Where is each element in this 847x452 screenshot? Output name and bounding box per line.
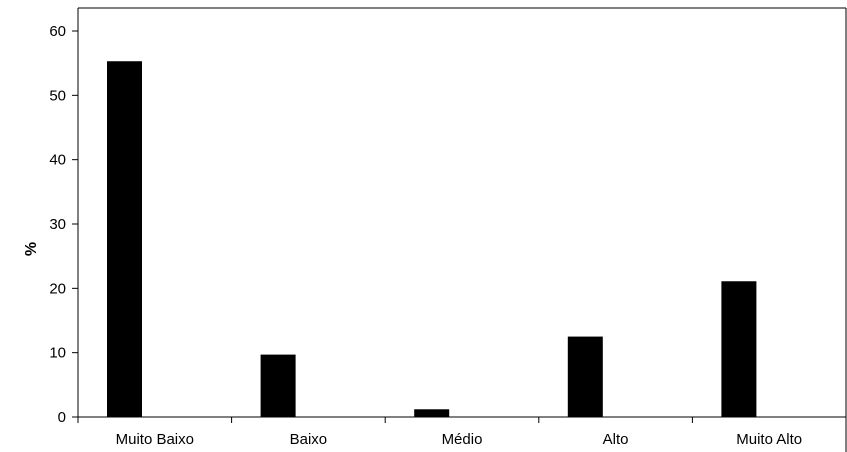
y-tick-label: 10 (49, 345, 66, 362)
bar-4 (567, 336, 603, 417)
y-tick-label: 30 (49, 216, 66, 233)
bar-1 (107, 61, 142, 418)
bar-2 (260, 354, 296, 417)
y-axis-title: % (23, 242, 40, 256)
bar-3 (414, 409, 450, 417)
bars (107, 61, 757, 418)
y-tick-label: 0 (58, 409, 66, 426)
y-tick-label: 40 (49, 152, 66, 169)
bar-5 (721, 281, 757, 417)
category-labels: Muito Baixo Baixo Médio Alto Muito Alto (116, 431, 803, 448)
y-tick-label: 50 (49, 87, 66, 104)
category-label: Muito Alto (736, 431, 802, 448)
x-ticks (77, 417, 847, 423)
category-label: Baixo (290, 431, 328, 448)
category-label: Médio (442, 431, 483, 448)
category-label: Muito Baixo (116, 431, 194, 448)
y-ticks: 0 10 20 30 40 50 60 (49, 23, 78, 426)
category-label: Alto (603, 431, 629, 448)
y-tick-label: 60 (49, 23, 66, 40)
y-tick-label: 20 (49, 280, 66, 297)
